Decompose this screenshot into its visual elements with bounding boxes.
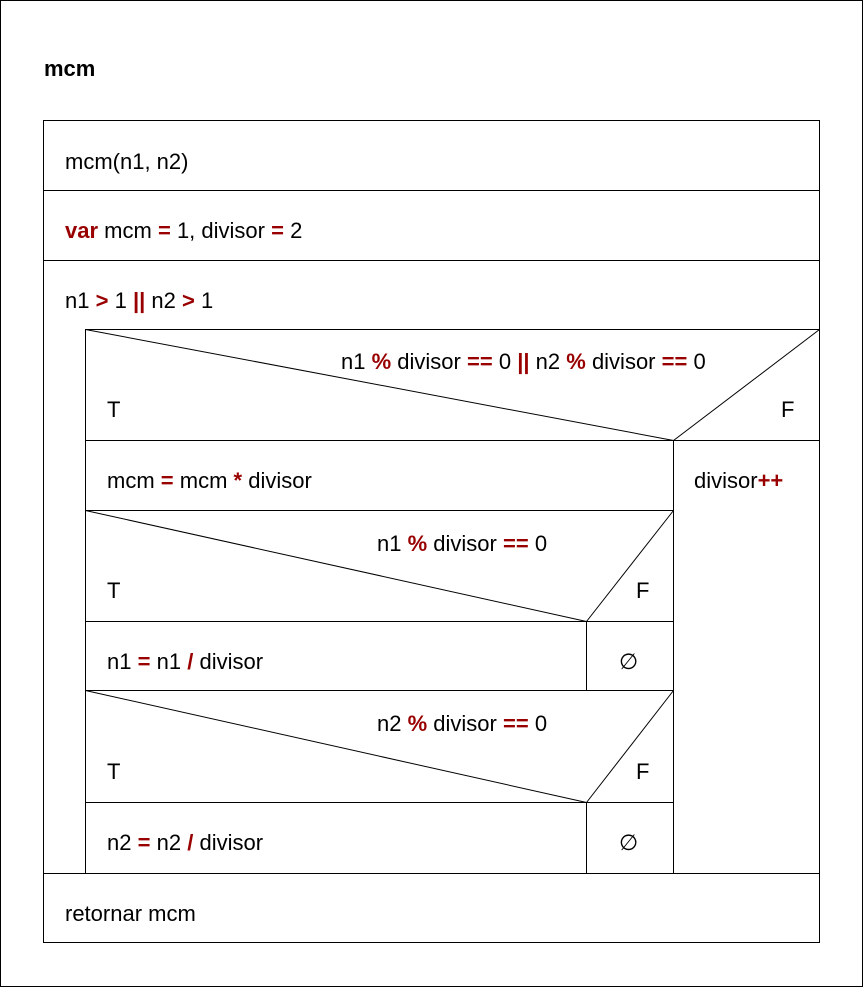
cond3-expression: n2 % divisor == 0 bbox=[377, 711, 548, 736]
decl-divider bbox=[43, 260, 820, 261]
loop-body-left bbox=[85, 329, 86, 874]
cond2-false-label: F bbox=[636, 578, 650, 603]
divisor-increment: divisor++ bbox=[694, 468, 784, 493]
outer-right-border bbox=[819, 120, 820, 943]
outer-bottom-border bbox=[43, 942, 820, 943]
diagram-title: mcm bbox=[44, 56, 96, 81]
cond2-bottom bbox=[85, 621, 674, 622]
cond3-true-label: T bbox=[107, 759, 121, 784]
cond1-bottom bbox=[85, 440, 820, 441]
cond3-branch-divider bbox=[586, 802, 587, 874]
cond3-right-diagonal bbox=[586, 690, 674, 803]
cond2-true-label: T bbox=[107, 578, 121, 603]
cond2-expression: n1 % divisor == 0 bbox=[377, 531, 548, 556]
assign-n2: n2 = n2 / divisor bbox=[107, 830, 264, 855]
assign-mcm: mcm = mcm * divisor bbox=[107, 468, 312, 493]
cond1-left-diagonal bbox=[85, 329, 674, 441]
cond2-left-diagonal bbox=[85, 510, 587, 622]
assign-n1: n1 = n1 / divisor bbox=[107, 649, 264, 674]
cond3-bottom bbox=[85, 802, 674, 803]
cond3-left-diagonal bbox=[85, 690, 587, 803]
cond1-false-label: F bbox=[781, 397, 795, 422]
header-divider bbox=[43, 190, 820, 191]
keyword-var: var bbox=[65, 218, 99, 243]
outer-left-border bbox=[43, 120, 44, 943]
cond3-false-label: F bbox=[636, 759, 650, 784]
function-signature: mcm(n1, n2) bbox=[65, 149, 189, 174]
loop-condition: n1 > 1 || n2 > 1 bbox=[65, 288, 214, 313]
return-statement: retornar mcm bbox=[65, 901, 196, 926]
assign-mcm-bottom bbox=[85, 510, 674, 511]
variable-declaration: var mcm = 1, divisor = 2 bbox=[65, 218, 303, 243]
loop-body-top bbox=[85, 329, 820, 330]
cond1-true-label: T bbox=[107, 397, 121, 422]
cond1-branch-divider bbox=[673, 440, 674, 874]
cond1-right-diagonal bbox=[673, 329, 820, 441]
loop-bottom bbox=[43, 873, 820, 874]
cond1-expression: n1 % divisor == 0 || n2 % divisor == 0 bbox=[341, 349, 706, 374]
outer-top-border bbox=[43, 120, 820, 121]
cond2-right-diagonal bbox=[586, 510, 674, 622]
assign-n1-bottom bbox=[85, 690, 674, 691]
cond2-empty-branch: ∅ bbox=[619, 649, 639, 674]
cond2-branch-divider bbox=[586, 621, 587, 691]
cond3-empty-branch: ∅ bbox=[619, 830, 639, 855]
